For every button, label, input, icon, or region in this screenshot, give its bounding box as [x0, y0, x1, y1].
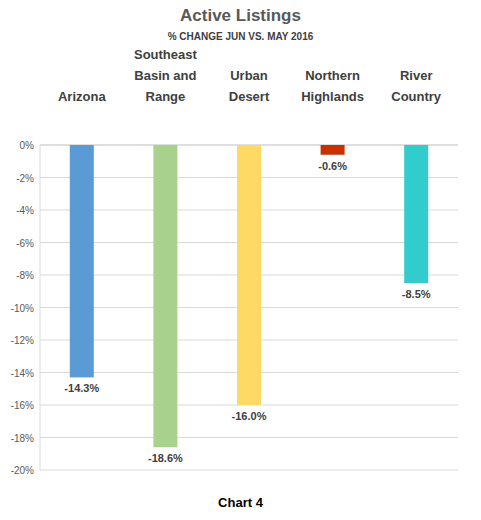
y-tick-label: 0%: [20, 140, 35, 151]
x-tick-label: NorthernHighlands: [301, 68, 364, 104]
y-tick-label: -20%: [11, 465, 34, 476]
bars: [70, 145, 428, 447]
bar: [237, 145, 261, 405]
data-label: -8.5%: [402, 288, 431, 300]
title: Active Listings: [180, 6, 301, 25]
y-tick-label: -4%: [16, 205, 34, 216]
y-tick-label: -14%: [11, 368, 34, 379]
caption: Chart 4: [218, 495, 264, 510]
y-tick-label: -10%: [11, 303, 34, 314]
y-axis-line: [40, 145, 41, 470]
y-tick-label: -18%: [11, 433, 34, 444]
x-tick-label: Arizona: [58, 89, 106, 104]
data-label: -0.6%: [318, 160, 347, 172]
y-tick-label: -8%: [16, 270, 34, 281]
chart: Active Listings % CHANGE JUN VS. MAY 2016…: [0, 0, 481, 520]
data-label: -14.3%: [64, 382, 99, 394]
bar: [404, 145, 428, 283]
grid-line: [40, 470, 458, 471]
y-tick-label: -2%: [16, 173, 34, 184]
bar: [321, 145, 345, 155]
subtitle: % CHANGE JUN VS. MAY 2016: [168, 31, 314, 42]
grid-line: [40, 437, 458, 438]
data-label: -16.0%: [232, 410, 267, 422]
y-tick-label: -12%: [11, 335, 34, 346]
y-tick-label: -16%: [11, 400, 34, 411]
y-tick-label: -6%: [16, 238, 34, 249]
x-tick-label: SoutheastBasin andRange: [134, 47, 198, 104]
data-label: -18.6%: [148, 452, 183, 464]
bar: [70, 145, 94, 377]
x-tick-label: UrbanDesert: [229, 68, 270, 104]
x-tick-label: RiverCountry: [391, 68, 442, 104]
bar: [153, 145, 177, 447]
